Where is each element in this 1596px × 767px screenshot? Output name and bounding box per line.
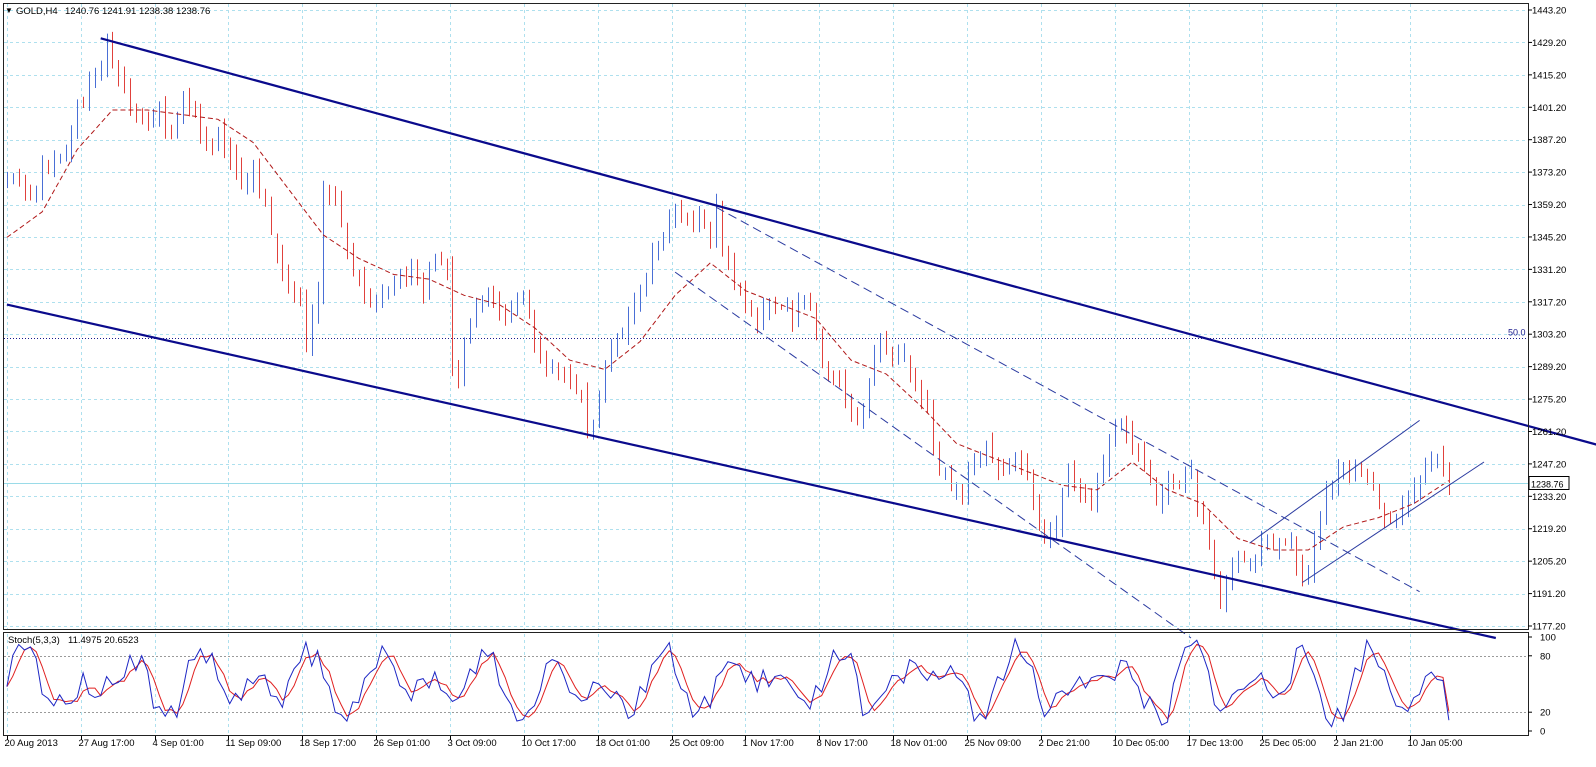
stoch-axis: 100 80 20 0 [1528, 633, 1556, 738]
overlays: 50.0 [4, 37, 1596, 640]
y-tick-label: 1443.20 [1532, 6, 1566, 17]
x-tick-label: 2 Dec 21:00 [1039, 738, 1090, 749]
x-tick-label: 17 Dec 13:00 [1187, 738, 1244, 749]
x-tick-label: 25 Dec 05:00 [1260, 738, 1317, 749]
y-tick-label: 1219.20 [1532, 524, 1566, 535]
x-tick-label: 10 Oct 17:00 [522, 738, 576, 749]
y-tick-label: 1247.20 [1532, 459, 1566, 470]
x-tick-label: 11 Sep 09:00 [226, 738, 282, 749]
y-tick-label: 1415.20 [1532, 70, 1566, 81]
inner-channel-upper-line [715, 206, 1420, 593]
stoch-tick-label: 80 [1540, 651, 1551, 662]
menu-icon[interactable]: ▼ [5, 6, 13, 15]
y-tick-label: 1331.20 [1532, 265, 1566, 276]
x-tick-label: 3 Oct 09:00 [448, 738, 497, 749]
x-tick-label: 18 Nov 01:00 [891, 738, 948, 749]
current-price-label: 1238.76 [1531, 480, 1564, 490]
y-tick-label: 1303.20 [1532, 330, 1566, 341]
price-grid [4, 4, 1528, 629]
inner-channel-lower-line [674, 271, 1192, 639]
fib-50-label: 50.0 [1508, 328, 1526, 338]
x-tick-label: 1 Nov 17:00 [743, 738, 794, 749]
x-tick-label: 26 Sep 01:00 [374, 738, 431, 749]
stoch-series [6, 637, 1450, 728]
moving-average-line [6, 109, 1450, 551]
x-tick-label: 20 Aug 2013 [5, 738, 58, 749]
y-tick-label: 1177.20 [1532, 622, 1566, 633]
x-tick-label: 10 Dec 05:00 [1113, 738, 1170, 749]
y-tick-label: 1429.20 [1532, 38, 1566, 49]
y-tick-label: 1275.20 [1532, 395, 1566, 406]
stoch-tick-label: 20 [1540, 708, 1551, 719]
y-tick-label: 1191.20 [1532, 589, 1566, 600]
x-tick-label: 18 Sep 17:00 [300, 738, 357, 749]
y-tick-label: 1317.20 [1532, 297, 1566, 308]
x-tick-label: 2 Jan 21:00 [1334, 738, 1384, 749]
frames [3, 3, 1529, 736]
y-tick-label: 1261.20 [1532, 427, 1566, 438]
stoch-tick-label: 100 [1540, 633, 1556, 644]
x-tick-label: 25 Nov 09:00 [965, 738, 1022, 749]
y-tick-label: 1373.20 [1532, 168, 1566, 179]
rising-channel-upper-line [1249, 419, 1420, 544]
current-price-box [1528, 476, 1570, 490]
stoch-tick-label: 0 [1540, 727, 1545, 738]
y-tick-label: 1387.20 [1532, 135, 1566, 146]
channel-upper-line [100, 37, 1596, 446]
y-tick-label: 1359.20 [1532, 200, 1566, 211]
y-tick-label: 1233.20 [1532, 492, 1566, 503]
stoch-main-line [6, 637, 1450, 728]
x-tick-label: 27 Aug 17:00 [79, 738, 135, 749]
x-tick-label: 25 Oct 09:00 [670, 738, 724, 749]
rising-channel-lower-line [1302, 461, 1485, 583]
stoch-signal-line [6, 643, 1450, 720]
x-tick-label: 8 Nov 17:00 [817, 738, 868, 749]
price-series [6, 31, 1450, 613]
channel-lower-line [6, 303, 1497, 640]
x-tick-label: 10 Jan 05:00 [1408, 738, 1463, 749]
y-tick-label: 1205.20 [1532, 557, 1566, 568]
y-tick-label: 1401.20 [1532, 103, 1566, 114]
time-axis: 20 Aug 2013 27 Aug 17:00 4 Sep 01:00 11 Sep… [5, 736, 1463, 749]
x-tick-label: 4 Sep 01:00 [153, 738, 204, 749]
x-tick-label: 18 Oct 01:00 [596, 738, 650, 749]
price-axis: 1443.20 1429.20 1415.20 1401.20 1387.20 1373.… [1528, 6, 1570, 633]
stoch-values: 11.4975 20.6523 [68, 635, 139, 646]
y-tick-label: 1289.20 [1532, 362, 1566, 373]
stoch-label: Stoch(5,3,3) [8, 635, 60, 646]
ohlc-readout: 1240.76 1241.91 1238.38 1238.76 [65, 6, 210, 17]
y-tick-label: 1345.20 [1532, 232, 1566, 243]
symbol-label: GOLD,H4 [16, 6, 58, 17]
